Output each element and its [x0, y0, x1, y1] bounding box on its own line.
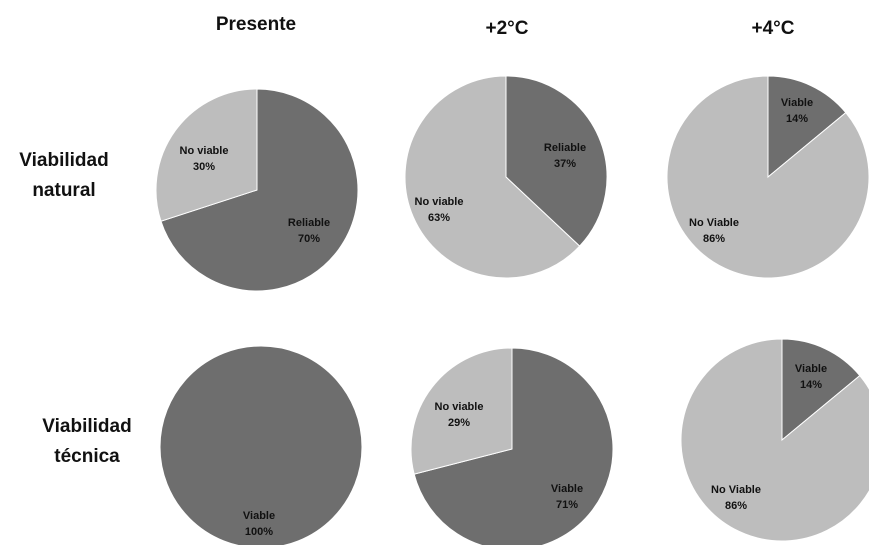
pie-slice-no-viable — [404, 75, 581, 279]
slice-percent: 63% — [428, 212, 450, 224]
pie-2: Viable 14% No Viable 86% — [666, 75, 869, 279]
pie-slice-no-viable — [155, 88, 258, 222]
column-title-plus2c: +2°C — [485, 18, 529, 39]
row-title-tecnica-line1: Viabilidad — [42, 416, 132, 437]
slice-percent: 100% — [245, 526, 273, 538]
pie-1: Reliable 37% No viable 63% — [404, 75, 608, 279]
pie-slice-no-viable — [410, 347, 513, 475]
slice-label: No Viable — [711, 484, 761, 496]
slice-label: Reliable — [288, 217, 330, 229]
slice-percent: 14% — [800, 379, 822, 391]
pie-slice-reliable — [160, 88, 359, 292]
slice-label: No Viable — [689, 217, 739, 229]
pie-5: Viable 14% No Viable 86% — [680, 338, 869, 542]
slice-percent: 86% — [703, 233, 725, 245]
slice-percent: 29% — [448, 417, 470, 429]
pie-3: Viable 100% — [159, 345, 363, 545]
pie-slice-reliable — [505, 75, 608, 247]
row-title-tecnica-line2: técnica — [54, 446, 120, 467]
slice-label: Viable — [243, 510, 275, 522]
slice-percent: 71% — [556, 499, 578, 511]
slice-percent: 86% — [725, 500, 747, 512]
slice-percent: 14% — [786, 113, 808, 125]
pie-slice-no-viable — [680, 338, 869, 542]
slice-label: Viable — [781, 97, 813, 109]
slice-label: No viable — [435, 401, 484, 413]
slice-label: Viable — [795, 363, 827, 375]
slice-label: No viable — [180, 145, 229, 157]
slice-label: Viable — [551, 483, 583, 495]
row-title-viabilidad-tecnica: Viabilidad técnica — [42, 412, 131, 472]
pie-slice-no-viable — [666, 75, 869, 279]
pie-slice-viable — [159, 345, 363, 545]
slice-percent: 30% — [193, 161, 215, 173]
row-title-natural-line2: natural — [32, 180, 96, 201]
row-title-natural-line1: Viabilidad — [19, 150, 109, 171]
column-title-plus4c: +4°C — [751, 18, 795, 39]
slice-label: Reliable — [544, 142, 586, 154]
pie-slice-viable — [781, 338, 861, 442]
slice-label: No viable — [415, 196, 464, 208]
row-title-viabilidad-natural: Viabilidad natural — [19, 146, 108, 206]
pie-4: Viable 71% No viable 29% — [410, 347, 614, 545]
slice-percent: 37% — [554, 158, 576, 170]
slice-percent: 70% — [298, 233, 320, 245]
pie-slice-viable — [413, 347, 614, 545]
pie-slice-viable — [767, 75, 847, 179]
pie-0: Reliable 70% No viable 30% — [155, 88, 359, 292]
column-title-presente: Presente — [215, 14, 297, 35]
